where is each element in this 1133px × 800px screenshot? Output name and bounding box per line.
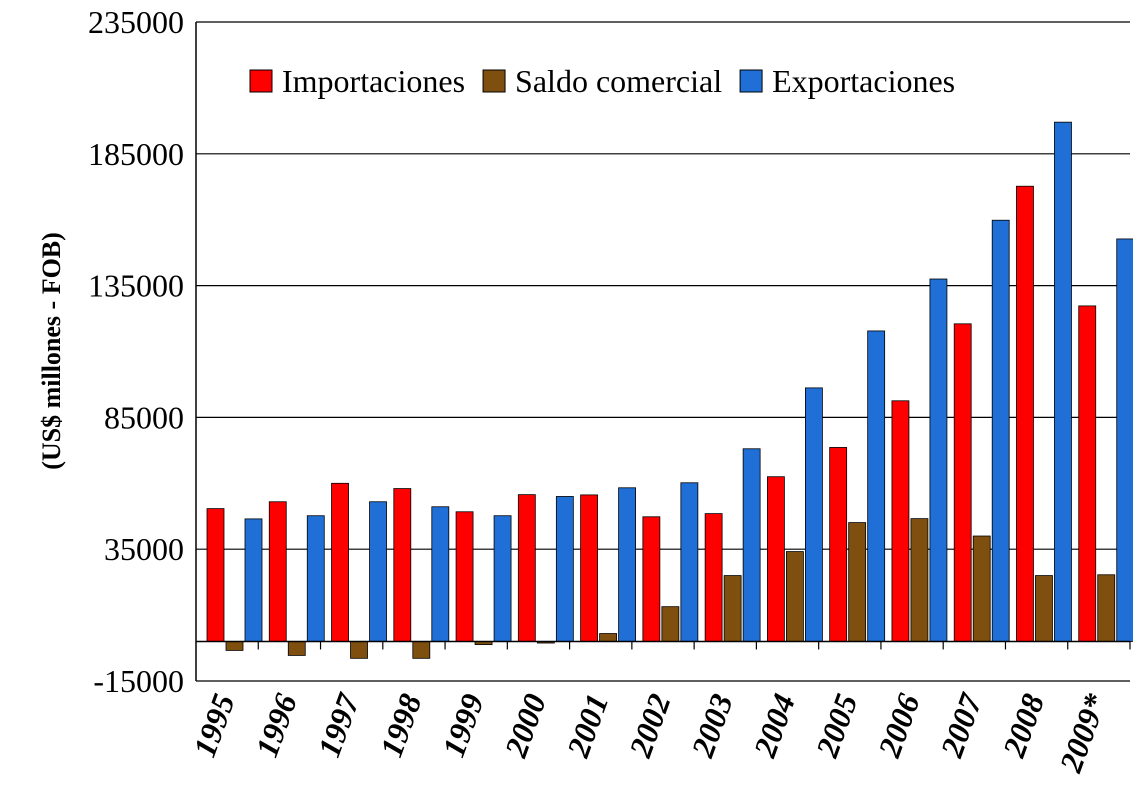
legend-label: Saldo comercial: [515, 63, 722, 99]
bar: [1035, 575, 1053, 642]
x-tick-label: 2008: [995, 689, 1051, 762]
x-tick-label: 1995: [186, 689, 242, 761]
legend-swatch: [482, 69, 506, 93]
bar: [225, 641, 244, 651]
x-tick-label: 2000: [497, 689, 553, 762]
bar: [991, 219, 1010, 642]
bar: [910, 518, 929, 642]
bar: [972, 535, 991, 642]
bar: [1054, 121, 1072, 642]
bar: [848, 522, 867, 642]
legend-label: Importaciones: [282, 63, 465, 99]
bar: [412, 641, 431, 659]
bar: [493, 515, 512, 642]
bar: [680, 482, 699, 642]
bar: [786, 551, 804, 642]
x-tick-label: 2005: [808, 689, 864, 762]
bar: [953, 323, 972, 642]
bar: [767, 476, 785, 642]
bar: [306, 515, 325, 642]
bar: [704, 513, 723, 642]
bar: [891, 400, 910, 642]
y-tick-label: 135000: [88, 268, 184, 304]
bar: [1016, 185, 1034, 642]
x-tick-label: 1996: [248, 689, 304, 761]
y-tick-label: 35000: [104, 531, 184, 567]
bar: [867, 330, 886, 642]
bar: [1078, 305, 1097, 642]
bar: [206, 508, 225, 642]
x-tick-label: 2001: [559, 689, 615, 762]
bar: [555, 496, 574, 642]
bar: [829, 447, 848, 642]
y-tick-label: 185000: [88, 136, 184, 172]
bar: [1116, 238, 1133, 642]
x-tick-label: 1999: [435, 689, 491, 761]
y-tick-label: -15000: [93, 663, 184, 699]
bar: [742, 448, 761, 642]
bar: [929, 278, 948, 642]
bar: [455, 511, 474, 642]
legend-swatch: [249, 69, 273, 93]
x-tick-label: 2004: [746, 689, 802, 762]
bar: [723, 575, 742, 642]
bar: [268, 501, 287, 642]
legend-label: Exportaciones: [772, 63, 955, 99]
x-tick-label: 1998: [373, 689, 429, 761]
x-tick-label: 1997: [311, 687, 367, 761]
bar: [599, 633, 617, 642]
bar: [580, 494, 598, 642]
y-tick-label: 85000: [104, 399, 184, 435]
bar: [431, 506, 450, 642]
bar: [1097, 574, 1116, 642]
y-axis-label: (US$ millones - FOB): [37, 232, 66, 470]
y-tick-label: 235000: [88, 4, 184, 40]
bar: [369, 501, 387, 642]
bar: [642, 516, 661, 642]
x-tick-label: 2002: [622, 689, 678, 762]
bar: [805, 387, 823, 642]
bar: [350, 641, 368, 659]
x-tick-label: 2006: [871, 689, 927, 762]
bar: [287, 641, 306, 656]
x-tick-label: 2009*: [1052, 688, 1114, 777]
bar: [393, 488, 412, 642]
bar: [661, 606, 680, 642]
bar: [618, 487, 636, 642]
legend-swatch: [739, 69, 763, 93]
bar: [244, 518, 263, 642]
x-tick-label: 2003: [684, 689, 740, 762]
bar: [331, 482, 349, 642]
x-tick-label: 2007: [933, 687, 990, 762]
bar: [517, 494, 536, 642]
